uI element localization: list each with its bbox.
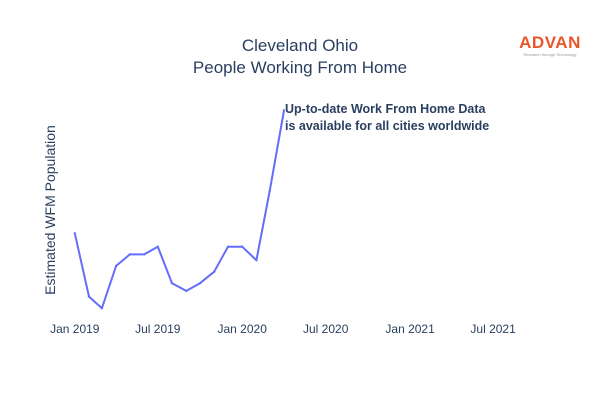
series-line-0	[73, 110, 285, 310]
data-point	[282, 109, 286, 112]
annotation-line-2: is available for all cities worldwide	[285, 119, 489, 133]
data-point	[100, 307, 104, 310]
x-tick-label: Jul 2020	[303, 322, 349, 336]
data-point	[114, 264, 118, 268]
x-tick-label: Jan 2020	[218, 322, 268, 336]
x-tick-label: Jan 2019	[50, 322, 100, 336]
data-point	[268, 189, 271, 193]
data-point	[170, 282, 174, 285]
x-tick-label: Jul 2021	[470, 322, 516, 336]
x-tick-label: Jan 2021	[385, 322, 435, 336]
x-axis-ticks: Jan 2019 Jul 2019 Jan 2020 Jul 2020 Jan 2021…	[50, 322, 516, 336]
data-point	[142, 253, 146, 256]
chart-title-line-2: People Working From Home	[192, 58, 408, 77]
series-layer	[73, 109, 286, 310]
data-point	[73, 232, 77, 235]
annotation-line-1: Up-to-date Work From Home Data	[285, 102, 487, 116]
data-point	[185, 289, 188, 293]
data-point	[156, 245, 159, 248]
x-tick-label: Jul 2019	[135, 322, 181, 336]
logo-wordmark: ADVAN	[519, 33, 581, 52]
data-point	[241, 245, 244, 248]
y-axis-title: Estimated WFM Population	[42, 125, 58, 295]
chart-title-line-1: Cleveland Ohio	[241, 36, 359, 55]
data-point	[226, 245, 230, 248]
advan-logo: ADVAN Research through Technology	[512, 33, 588, 58]
data-point	[128, 253, 131, 256]
data-point	[213, 270, 216, 273]
data-point	[87, 295, 91, 298]
logo-tagline: Research through Technology	[523, 52, 577, 57]
data-point	[255, 259, 258, 262]
data-point	[198, 282, 202, 285]
